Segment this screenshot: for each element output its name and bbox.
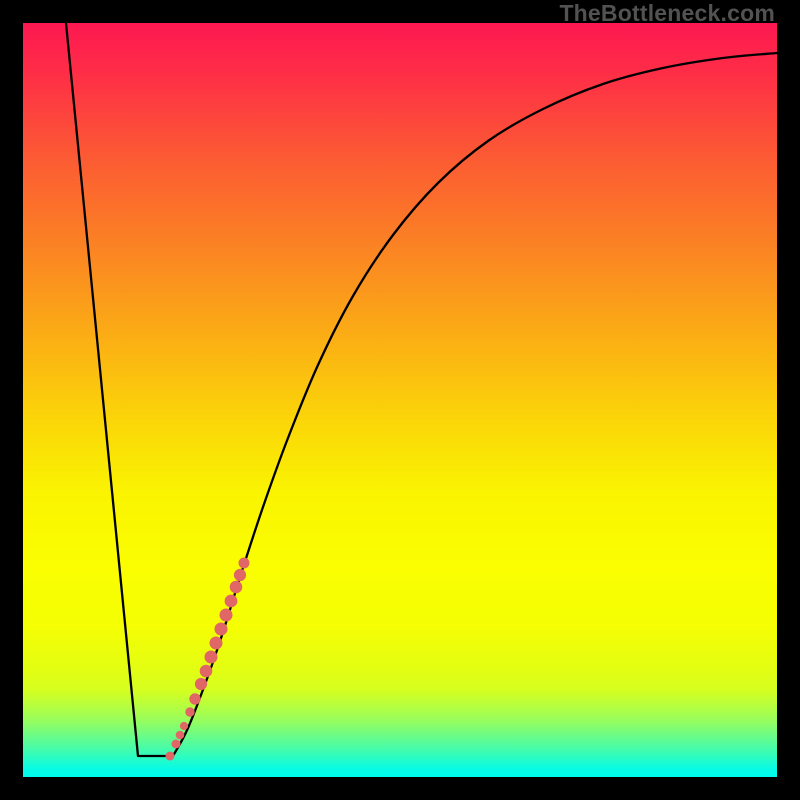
- data-marker: [186, 708, 194, 716]
- data-marker: [190, 694, 200, 704]
- plot-area: [23, 23, 777, 777]
- data-marker: [180, 722, 187, 729]
- data-marker: [210, 637, 222, 649]
- data-marker: [195, 678, 206, 689]
- data-marker: [215, 623, 227, 635]
- bottleneck-curve: [66, 23, 777, 756]
- data-marker: [225, 595, 237, 607]
- data-marker: [230, 581, 242, 593]
- data-marker: [239, 558, 249, 568]
- chart-overlay: [23, 23, 777, 777]
- data-marker: [234, 569, 245, 580]
- data-marker: [166, 752, 174, 760]
- data-marker: [220, 609, 232, 621]
- data-marker: [176, 731, 184, 739]
- data-markers: [166, 558, 249, 760]
- data-marker: [200, 665, 212, 677]
- data-marker: [172, 740, 180, 748]
- data-marker: [205, 651, 217, 663]
- chart-container: TheBottleneck.com: [0, 0, 800, 800]
